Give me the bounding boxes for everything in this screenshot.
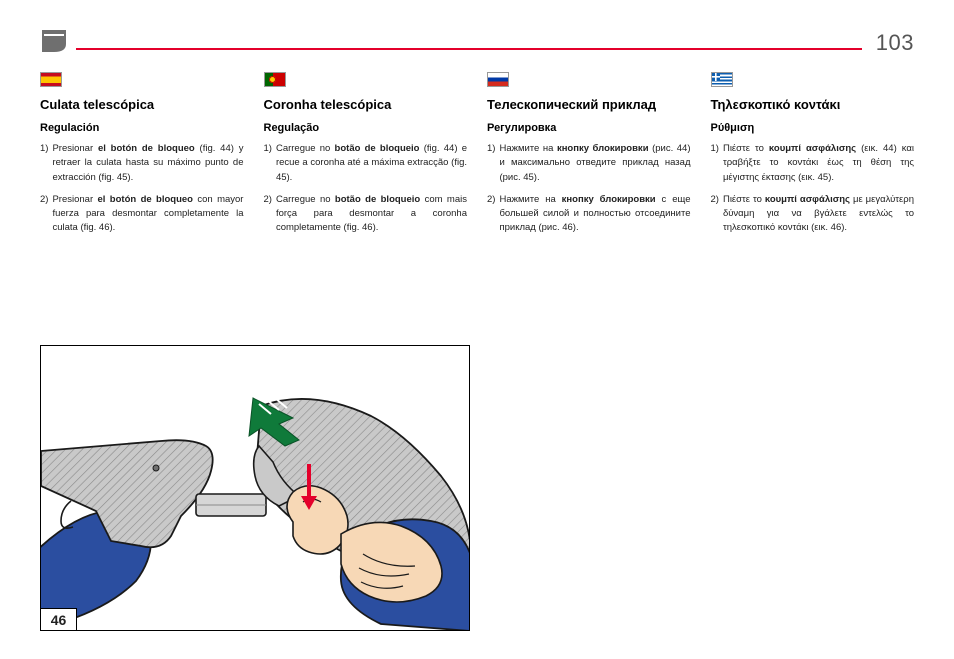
col-title: Τηλεσκοπικό κοντάκι [711, 97, 915, 112]
column-pt: Coronha telescópica Regulação 1)Carregue… [264, 72, 468, 244]
figure-illustration [41, 346, 470, 631]
col-title: Culata telescópica [40, 97, 244, 112]
column-es: Culata telescópica Regulación 1)Presiona… [40, 72, 244, 244]
col-subtitle: Regulación [40, 122, 244, 134]
header-divider [76, 48, 862, 50]
column-ru: Телескопический приклад Регулировка 1)На… [487, 72, 691, 244]
page-header: 103 [40, 30, 914, 54]
list-item: 2)Πιέστε το κουμπί ασφάλισης με μεγαλύτε… [711, 193, 915, 236]
figure-label: 46 [41, 608, 77, 630]
flag-ru-icon [487, 72, 509, 87]
flag-es-icon [40, 72, 62, 87]
language-columns: Culata telescópica Regulación 1)Presiona… [40, 72, 914, 244]
page-number: 103 [876, 30, 914, 56]
list-item: 2)Carregue no botão de bloqueio com mais… [264, 193, 468, 236]
col-title: Телескопический приклад [487, 97, 691, 112]
brand-logo-icon [40, 30, 68, 54]
flag-gr-icon [711, 72, 733, 87]
col-subtitle: Ρύθμιση [711, 122, 915, 134]
list-item: 1)Presionar el botón de bloqueo (fig. 44… [40, 142, 244, 185]
col-subtitle: Регулировка [487, 122, 691, 134]
col-title: Coronha telescópica [264, 97, 468, 112]
col-subtitle: Regulação [264, 122, 468, 134]
list-item: 1)Carregue no botão de bloqueio (fig. 44… [264, 142, 468, 185]
figure-46: 46 [40, 345, 470, 631]
flag-pt-icon [264, 72, 286, 87]
list-item: 2)Presionar el botón de bloqueo con mayo… [40, 193, 244, 236]
list-item: 1)Нажмите на кнопку блокировки (рис. 44)… [487, 142, 691, 185]
column-gr: Τηλεσκοπικό κοντάκι Ρύθμιση 1)Πιέστε το … [711, 72, 915, 244]
list-item: 1)Πιέστε το κουμπί ασφάλισης (εικ. 44) κ… [711, 142, 915, 185]
list-item: 2)Нажмите на кнопку блокировки с еще бол… [487, 193, 691, 236]
